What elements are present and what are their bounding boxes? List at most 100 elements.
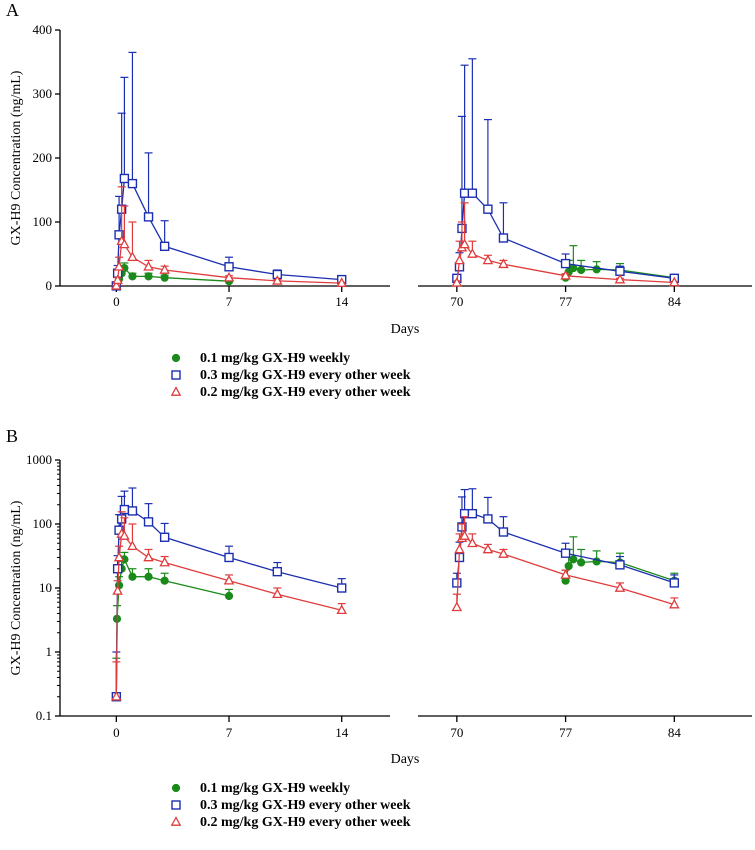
data-point-triangle: [459, 530, 470, 540]
legend-label: 0.1 mg/kg GX-H9 weekly: [200, 351, 350, 366]
data-point-triangle: [614, 582, 626, 592]
data-point-triangle: [669, 598, 680, 609]
data-point-triangle: [223, 574, 235, 585]
panel-a: A 0 100 200 300 400 GX-H9 Concentration (ng/mL…: [6, 0, 752, 400]
legend-label: 0.3 mg/kg GX-H9 every other week: [200, 798, 411, 813]
data-point-square: [159, 241, 170, 252]
legend-entry: 0.1 mg/kg GX-H9 weekly: [171, 351, 350, 366]
data-point-square: [171, 800, 181, 810]
data-point-circle: [144, 572, 153, 581]
y-tick-label: 0: [46, 278, 53, 293]
data-point-square: [114, 230, 124, 240]
data-point-square: [467, 188, 478, 198]
data-point-square: [669, 578, 680, 588]
x-tick-label: 0: [113, 294, 120, 309]
data-point-triangle: [119, 530, 130, 540]
data-point-triangle: [112, 274, 123, 285]
data-point-triangle: [119, 238, 130, 249]
data-point-triangle: [111, 690, 122, 701]
data-point-triangle: [113, 260, 125, 271]
x-tick-label: 14: [335, 294, 349, 309]
series-triangle: [111, 186, 680, 290]
data-point-square: [127, 178, 138, 189]
series-square: [111, 51, 680, 291]
data-point-square: [337, 583, 347, 593]
data-point-circle: [577, 265, 586, 275]
data-point-circle: [577, 558, 586, 567]
data-point-triangle: [498, 258, 509, 269]
series-circle: [112, 536, 679, 701]
legend-entry: 0.3 mg/kg GX-H9 every other week: [171, 798, 411, 813]
data-point-square: [119, 173, 130, 184]
data-point-circle: [171, 783, 181, 793]
series-line: [456, 535, 675, 608]
legend-label: 0.3 mg/kg GX-H9 every other week: [200, 368, 411, 383]
data-point-circle: [160, 273, 169, 282]
data-point-square: [498, 233, 509, 243]
x-tick-label: 77: [559, 725, 573, 740]
data-point-triangle: [454, 543, 465, 554]
data-point-triangle: [451, 276, 463, 287]
data-point-triangle: [159, 556, 170, 567]
legend-label: 0.1 mg/kg GX-H9 weekly: [200, 781, 350, 796]
data-point-square: [143, 517, 154, 527]
data-point-triangle: [159, 264, 170, 274]
data-point-triangle: [272, 275, 283, 285]
data-point-square: [159, 532, 170, 542]
x-tick-label: 84: [668, 725, 682, 740]
series-line: [115, 508, 342, 697]
legend-label: 0.2 mg/kg GX-H9 every other week: [200, 385, 411, 400]
x-tick-label: 70: [450, 294, 463, 309]
x-tick-label: 77: [559, 294, 573, 309]
data-point-triangle: [560, 569, 571, 579]
data-point-triangle: [498, 548, 509, 558]
y-tick-label: 300: [33, 86, 53, 101]
data-point-square: [272, 566, 283, 577]
data-point-square: [459, 188, 470, 198]
panel-label: B: [6, 426, 18, 446]
x-tick-label: 7: [226, 725, 233, 740]
data-point-square: [224, 262, 234, 272]
y-tick-label: 100: [33, 516, 53, 531]
data-point-triangle: [113, 551, 125, 562]
data-point-square: [112, 564, 123, 574]
data-point-square: [143, 212, 154, 222]
data-point-triangle: [143, 260, 154, 271]
data-point-square: [452, 578, 462, 588]
data-point-triangle: [336, 604, 348, 615]
data-point-triangle: [127, 540, 138, 551]
data-point-circle: [160, 576, 169, 585]
data-point-square: [498, 527, 509, 537]
data-point-square: [560, 548, 571, 558]
data-point-square: [171, 370, 181, 380]
data-point-circle: [224, 591, 234, 601]
data-point-triangle: [111, 280, 122, 290]
data-point-triangle: [272, 588, 283, 599]
y-tick-label: 1000: [26, 452, 52, 467]
data-point-triangle: [112, 585, 123, 595]
data-point-triangle: [170, 816, 182, 826]
y-tick-label: 200: [33, 150, 53, 165]
data-point-square: [560, 258, 571, 269]
series-square: [111, 487, 680, 702]
data-point-circle: [171, 353, 181, 363]
data-point-triangle: [467, 248, 478, 258]
data-point-triangle: [459, 238, 470, 249]
series-line: [456, 243, 675, 284]
data-point-square: [467, 508, 478, 519]
data-point-triangle: [560, 269, 571, 280]
x-tick-label: 7: [226, 294, 233, 309]
x-tick-label: 0: [113, 725, 120, 740]
x-tick-label: 84: [668, 294, 682, 309]
data-point-triangle: [170, 386, 182, 396]
y-tick-label: 10: [39, 580, 52, 595]
y-tick-label: 1: [46, 644, 53, 659]
data-point-circle: [144, 272, 153, 281]
panel-label: A: [6, 0, 19, 20]
data-point-square: [483, 204, 493, 214]
data-point-triangle: [482, 543, 494, 554]
data-point-circle: [128, 572, 137, 581]
data-point-circle: [128, 272, 137, 281]
x-axis-label: Days: [391, 322, 420, 337]
